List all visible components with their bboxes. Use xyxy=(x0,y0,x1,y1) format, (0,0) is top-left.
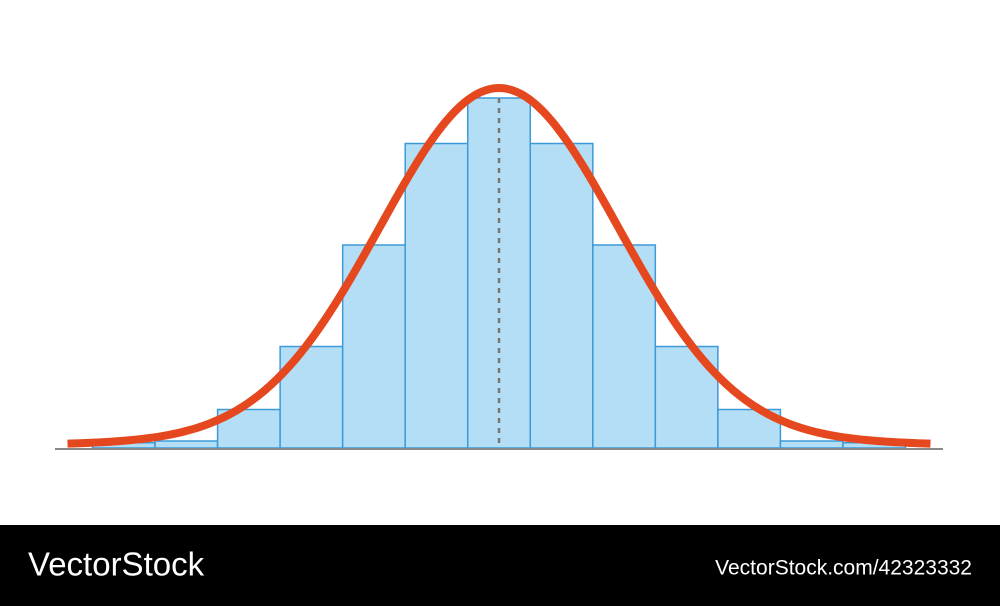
url: VectorStock.com/42323332 xyxy=(715,557,972,580)
bar xyxy=(154,440,219,449)
brand: VectorStock xyxy=(28,546,205,583)
bar xyxy=(529,142,594,449)
bar xyxy=(404,142,469,449)
footer-band xyxy=(0,525,1000,606)
normal-curve xyxy=(67,84,931,448)
bar xyxy=(779,440,844,449)
